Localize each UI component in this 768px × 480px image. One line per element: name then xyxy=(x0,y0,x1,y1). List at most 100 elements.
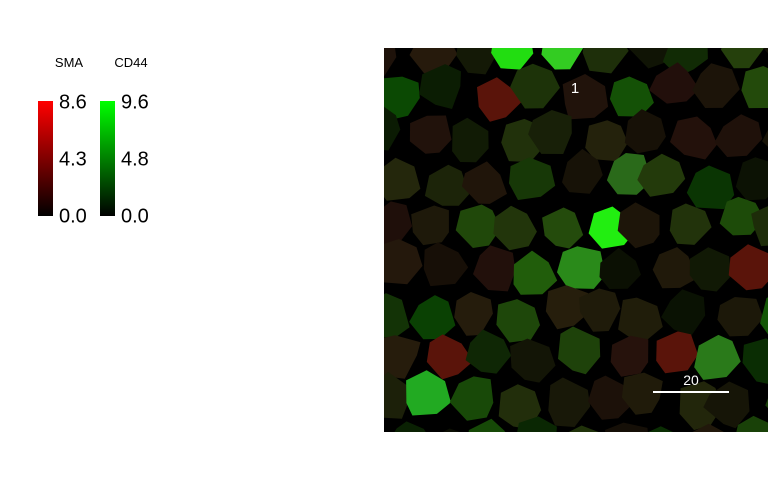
cell xyxy=(585,120,628,162)
legend-label: 4.3 xyxy=(59,148,87,170)
cell xyxy=(455,204,501,248)
cell xyxy=(692,63,740,108)
cell xyxy=(548,377,591,427)
cell xyxy=(452,117,489,163)
cell xyxy=(637,153,686,197)
cell xyxy=(493,205,537,251)
cell xyxy=(624,109,666,154)
cell xyxy=(703,381,750,429)
cell xyxy=(649,62,700,104)
cell xyxy=(609,76,654,117)
cell xyxy=(496,299,540,343)
cell xyxy=(384,239,423,285)
cell xyxy=(510,338,556,383)
cell xyxy=(461,161,507,204)
cell xyxy=(605,422,648,432)
cell-label: 1 xyxy=(571,80,579,97)
cell xyxy=(409,115,452,154)
cell xyxy=(394,421,426,432)
cell xyxy=(686,165,735,210)
legend-label: 8.6 xyxy=(59,91,87,113)
cell xyxy=(742,338,768,384)
cell xyxy=(648,426,673,432)
cell xyxy=(442,428,460,432)
cell xyxy=(384,48,397,76)
cell xyxy=(562,74,609,120)
cell xyxy=(736,415,768,432)
cell xyxy=(669,203,712,245)
cell xyxy=(384,293,410,338)
cell xyxy=(456,48,497,75)
cell xyxy=(473,245,516,292)
legend-label: 0.0 xyxy=(121,205,149,227)
cell xyxy=(735,157,768,201)
cell xyxy=(618,297,663,341)
cell xyxy=(606,153,652,195)
cell xyxy=(411,205,449,246)
legend-title: CD44 xyxy=(114,55,147,70)
cell xyxy=(760,297,768,335)
cell xyxy=(721,48,764,69)
legend-label: 4.8 xyxy=(121,148,149,170)
cell xyxy=(468,418,506,432)
cell xyxy=(656,331,698,374)
cell xyxy=(498,384,542,430)
cell xyxy=(542,207,584,249)
cell xyxy=(454,292,493,336)
cell xyxy=(384,76,420,120)
cell xyxy=(384,157,421,201)
cell xyxy=(545,285,591,330)
cell xyxy=(424,164,470,206)
cell xyxy=(517,416,557,432)
cell xyxy=(610,335,649,377)
cell xyxy=(423,242,469,287)
cell xyxy=(406,370,451,416)
cell xyxy=(765,398,768,409)
cell xyxy=(465,329,512,374)
cell xyxy=(384,335,421,379)
cell xyxy=(426,334,474,380)
cell xyxy=(694,334,741,380)
cell xyxy=(728,244,768,291)
cell xyxy=(568,425,599,432)
cell xyxy=(491,48,534,70)
cell xyxy=(587,375,632,420)
cell xyxy=(714,114,763,157)
legend-title: SMA xyxy=(55,55,84,70)
legend-label: 9.6 xyxy=(121,91,149,113)
cell xyxy=(557,246,606,289)
sma-colorbar xyxy=(38,101,53,216)
cell xyxy=(513,250,558,295)
cell xyxy=(741,66,768,109)
cell xyxy=(510,63,560,109)
cell xyxy=(419,64,461,109)
cell xyxy=(384,201,413,245)
cell xyxy=(509,157,556,200)
cell xyxy=(528,110,572,154)
cell xyxy=(582,48,629,74)
cell xyxy=(621,372,663,415)
cell xyxy=(449,376,494,421)
scale-bar-label: 20 xyxy=(683,372,699,388)
cell xyxy=(719,196,765,236)
cell xyxy=(717,297,764,337)
cell xyxy=(762,129,768,147)
cell xyxy=(384,106,401,151)
cell xyxy=(661,289,706,336)
cell xyxy=(599,247,641,289)
cell xyxy=(579,288,621,332)
cell xyxy=(617,202,660,249)
cell xyxy=(763,48,768,54)
legend-label: 0.0 xyxy=(59,205,87,227)
cd44-colorbar xyxy=(100,101,115,216)
cell xyxy=(689,247,732,292)
cell xyxy=(384,371,409,419)
cell xyxy=(558,326,601,375)
cell xyxy=(751,206,768,247)
cell xyxy=(652,247,698,289)
cell xyxy=(692,423,724,432)
cell xyxy=(670,116,718,160)
cell xyxy=(541,48,583,70)
